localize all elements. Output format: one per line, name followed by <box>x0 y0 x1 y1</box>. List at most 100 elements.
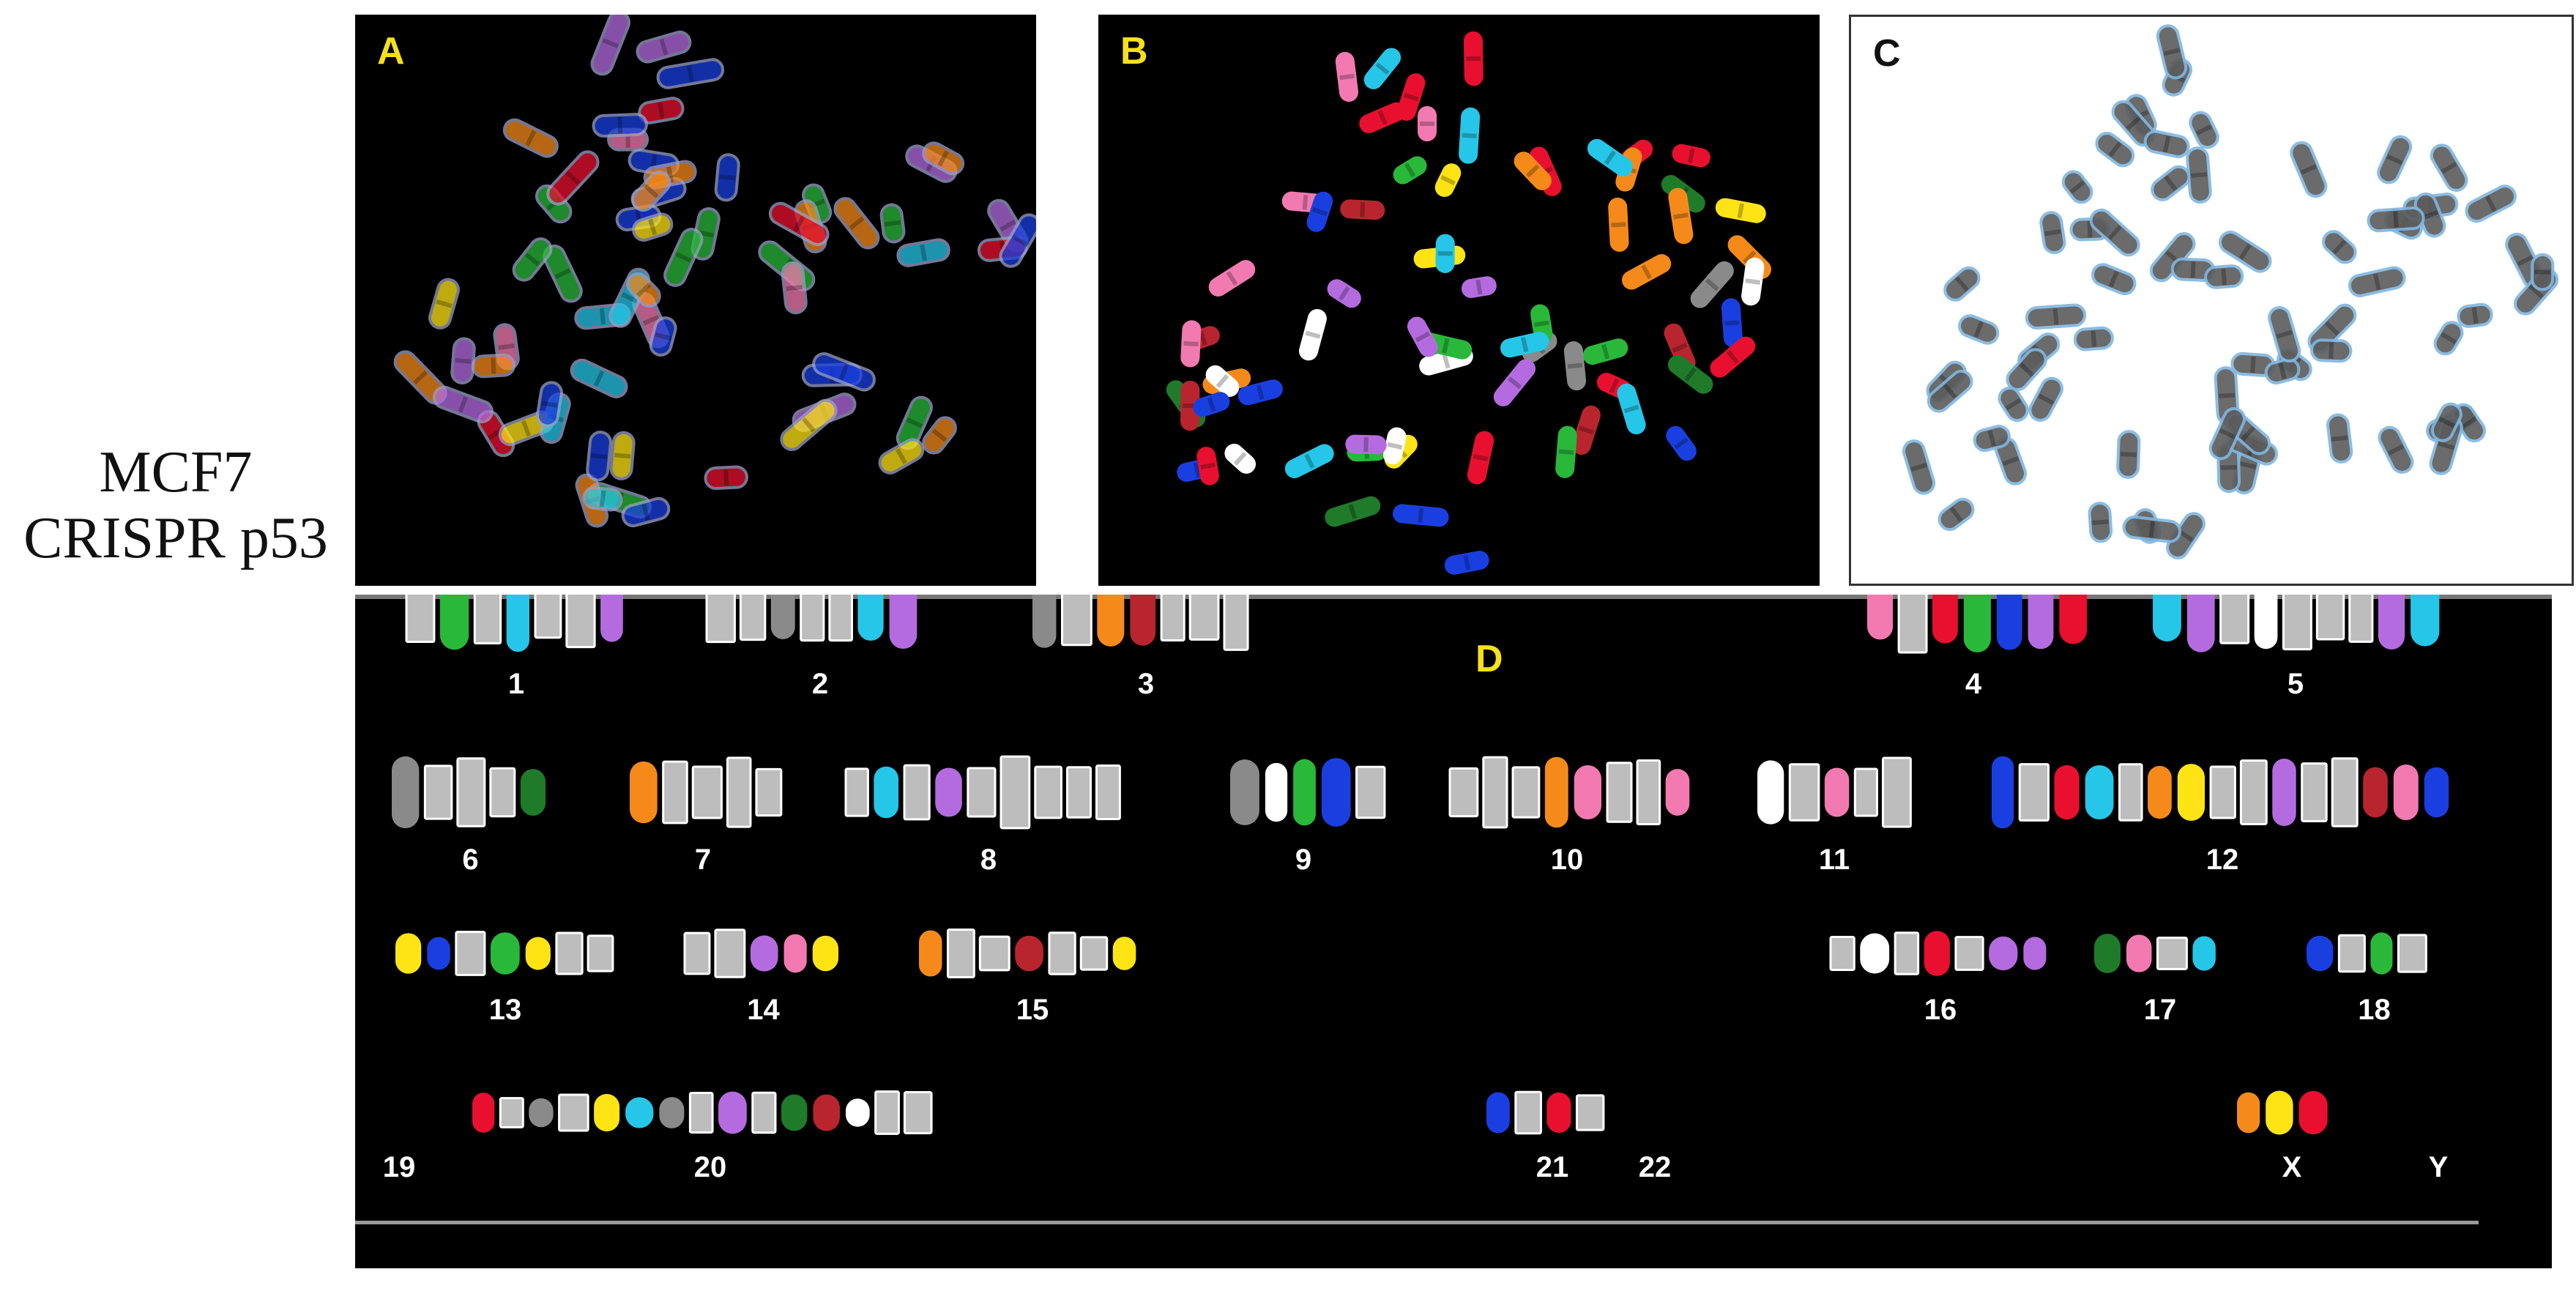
panel-d-karyotype: D 1 2 3 4 5 6 7 8 9 10 11 12 13 14 15 16 17 18 19 20 21 22 X Y <box>355 595 2552 1268</box>
panel-d-letter: D <box>1475 638 1503 680</box>
karyotype-chromosome <box>755 767 783 817</box>
chromosome-a <box>592 113 648 138</box>
karyotype-chromosome <box>828 595 853 642</box>
karyotype-chromosome <box>456 757 486 827</box>
karyotype-chromosome <box>1065 766 1092 819</box>
chromosome-c <box>2465 185 2517 223</box>
karyotype-chromosome <box>1112 937 1136 970</box>
karyotype-label-x: X <box>2282 1151 2302 1183</box>
chromosome-c <box>2170 257 2216 282</box>
karyotype-label-18: 18 <box>2358 994 2391 1026</box>
karyotype-chromosome <box>857 595 884 641</box>
chromosome-b <box>1721 298 1743 348</box>
karyotype-chromosome <box>1853 767 1878 817</box>
sample-label: MCF7 CRISPR p53 <box>0 439 351 571</box>
chromosome-c <box>2219 230 2272 273</box>
karyotype-label-5: 5 <box>2287 668 2304 700</box>
chromosome-c <box>2430 144 2468 192</box>
chromosome-a <box>570 358 628 398</box>
karyotype-chromosome <box>2370 932 2393 975</box>
panel-b-letter: B <box>1120 30 1148 72</box>
karyotype-chromosome <box>1963 595 1991 652</box>
chromosome-b <box>1345 434 1387 455</box>
karyotype-chromosome <box>1097 595 1125 647</box>
karyotype-baseline <box>355 1221 2479 1224</box>
chromosome-b <box>1587 138 1633 176</box>
chromosome-a <box>781 261 808 315</box>
karyotype-label-3: 3 <box>1137 668 1155 700</box>
karyotype-chromosome <box>2126 934 2152 972</box>
chromosome-b <box>1664 323 1696 373</box>
karyotype-chromosome <box>2186 595 2215 652</box>
karyotype-chromosome <box>1511 766 1541 819</box>
chromosome-c <box>2088 502 2113 543</box>
karyotype-label-22: 22 <box>1638 1151 1672 1183</box>
karyotype-label-10: 10 <box>1550 844 1584 876</box>
chromosome-c <box>2264 357 2301 385</box>
karyotype-chromosome <box>874 1090 900 1135</box>
chromosome-c <box>2457 302 2493 328</box>
chromosome-c <box>1958 314 2000 345</box>
karyotype-chromosome <box>405 595 436 643</box>
chromosome-c <box>2367 207 2425 233</box>
karyotype-chromosome <box>2054 764 2080 820</box>
karyotype-label-6: 6 <box>462 844 479 876</box>
chromosome-c <box>2322 230 2357 264</box>
karyotype-chromosome <box>1293 759 1316 826</box>
karyotype-chromosome <box>1160 595 1185 642</box>
chromosome-b <box>1418 105 1437 142</box>
karyotype-chromosome <box>1482 756 1508 829</box>
chromosome-c <box>2309 338 2353 363</box>
chromosome-c <box>2430 402 2463 442</box>
chromosome-a <box>896 238 950 267</box>
karyotype-chromosome <box>874 766 899 819</box>
chromosome-c <box>1937 497 1975 532</box>
karyotype-chromosome <box>1230 759 1259 825</box>
chromosome-b <box>1340 199 1385 220</box>
karyotype-chromosome <box>1448 767 1479 818</box>
karyotype-chromosome <box>2266 1090 2293 1135</box>
karyotype-chromosome <box>2331 757 2359 827</box>
chromosome-b <box>1359 102 1407 133</box>
karyotype-chromosome <box>1757 760 1784 825</box>
karyotype-chromosome <box>565 595 596 649</box>
chromosome-b <box>1407 316 1438 357</box>
karyotype-chromosome <box>2153 595 2181 641</box>
karyotype-label-17: 17 <box>2143 994 2177 1026</box>
chromosome-c <box>1973 425 2011 453</box>
karyotype-label-y: Y <box>2428 1151 2449 1183</box>
karyotype-chromosome <box>999 755 1031 830</box>
chromosome-b <box>1672 144 1710 168</box>
chromosome-a <box>502 118 559 158</box>
karyotype-chromosome <box>813 1094 840 1131</box>
chromosome-c <box>2122 516 2182 543</box>
chromosome-a <box>999 213 1036 268</box>
chromosome-b <box>1741 257 1765 306</box>
chromosome-c <box>2156 24 2188 80</box>
karyotype-chromosome <box>2018 763 2050 822</box>
panel-a-letter: A <box>377 30 405 72</box>
karyotype-image <box>392 595 2449 1135</box>
chromosome-b <box>1327 279 1361 308</box>
chromosome-b <box>1208 260 1256 297</box>
chromosome-c <box>1902 439 1936 495</box>
karyotype-chromosome <box>2348 595 2374 643</box>
karyotype-chromosome <box>1486 1092 1510 1134</box>
karyotype-chromosome <box>718 1091 747 1134</box>
karyotype-chromosome <box>1932 595 1958 644</box>
chromosome-b <box>1563 341 1587 391</box>
chromosome-c <box>2089 208 2140 257</box>
chromosome-b <box>1666 425 1697 461</box>
karyotype-chromosome <box>2148 765 2172 819</box>
karyotype-chromosome <box>630 761 658 824</box>
karyotype-chromosome <box>800 595 825 642</box>
chromosome-b <box>1196 447 1219 485</box>
karyotype-chromosome <box>1034 765 1062 819</box>
chromosome-b <box>1180 320 1202 368</box>
karyotype-chromosome <box>2192 936 2216 971</box>
karyotype-chromosome <box>781 1094 808 1131</box>
chromosome-a <box>878 438 925 475</box>
karyotype-chromosome <box>919 930 942 977</box>
chromosome-a <box>512 237 553 282</box>
karyotype-chromosome <box>625 1097 654 1128</box>
